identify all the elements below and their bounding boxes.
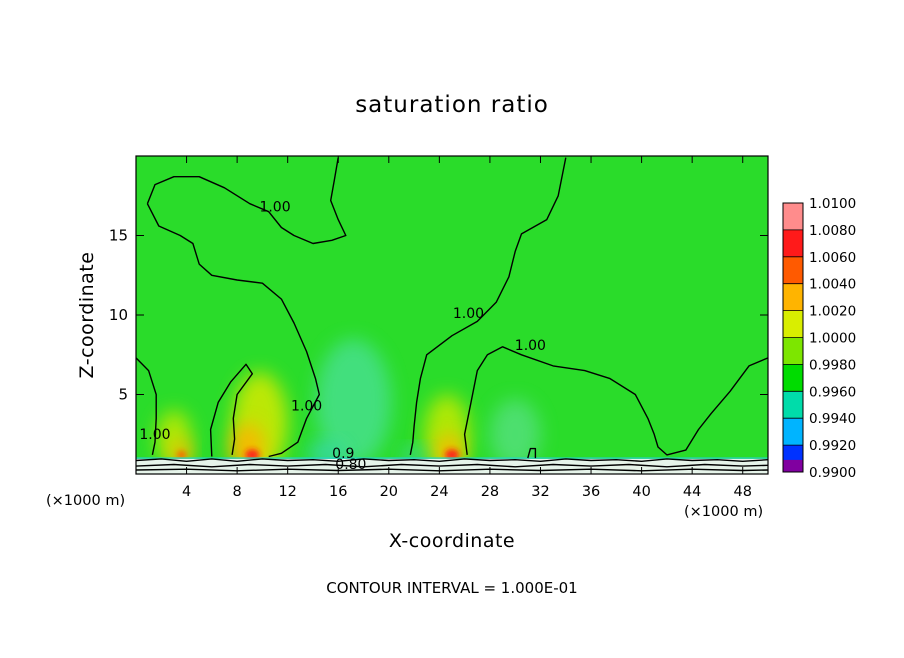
x-tick-label: 44 [683, 484, 701, 500]
x-unit-left: (×1000 m) [46, 493, 125, 509]
contour-lines [136, 157, 768, 472]
contour-interval-footer: CONTOUR INTERVAL = 1.000E-01 [326, 579, 577, 597]
x-tick-label: 28 [481, 484, 499, 500]
colorbar-legend: 1.0100 1.0080 1.0060 1.0040 1.0020 1.0000 0.99… [782, 196, 856, 481]
contour-label: 0.80 [335, 457, 366, 473]
x-tick-label: 48 [733, 484, 751, 500]
colorbar-swatch [783, 203, 803, 230]
y-tick-label: 10 [109, 306, 128, 324]
x-tick-label: 8 [233, 484, 242, 500]
x-tick-label: 36 [582, 484, 600, 500]
colorbar-swatch [783, 256, 803, 284]
colorbar-swatch [783, 229, 803, 257]
y-axis-label: Z-coordinate [76, 252, 98, 379]
x-tick-label: 24 [430, 484, 448, 500]
contour-label: 1.00 [515, 338, 546, 354]
x-axis: 4 8 12 16 20 24 28 32 36 40 44 48 [182, 156, 752, 500]
colorbar-swatch [783, 283, 803, 311]
colorbar-tick-label: 0.9960 [809, 384, 856, 400]
contour-label: 1.00 [453, 306, 484, 322]
contour-line-1 [527, 447, 537, 459]
chart-title: saturation ratio [355, 92, 549, 118]
x-tick-label: 20 [380, 484, 398, 500]
contour-label: 1.00 [259, 200, 290, 216]
contour-label: 1.00 [139, 427, 170, 443]
surface-band-edge [136, 457, 768, 459]
contour-line-1 [209, 363, 253, 457]
x-tick-label: 40 [632, 484, 650, 500]
contour-label: 0.9 [332, 446, 354, 462]
contour-line-1 [409, 157, 567, 456]
contour-line-1 [146, 157, 347, 245]
x-unit-right: (×1000 m) [684, 504, 763, 520]
y-tick-label: 15 [109, 227, 128, 245]
colorbar-tick-label: 0.9980 [809, 357, 856, 373]
colorbar-tick-label: 0.9940 [809, 411, 856, 427]
colorbar-swatch [783, 418, 803, 446]
colorbar-tick-label: 1.0060 [809, 250, 856, 266]
contour-line-1 [463, 346, 768, 456]
field-peak-region [177, 450, 186, 459]
colorbar-tick-label: 0.9900 [809, 465, 856, 481]
colorbar-tick-label: 1.0100 [809, 196, 856, 212]
contour-labels: 1.00 1.00 1.00 1.00 1.00 0.90.80 [139, 200, 546, 474]
contour-line-0-7 [136, 468, 768, 472]
x-tick-label: 16 [329, 484, 347, 500]
field-dry-region [315, 338, 392, 467]
colorbar-swatch [783, 337, 803, 365]
contour-line-1 [136, 357, 157, 456]
colorbar-tick-label: 1.0040 [809, 277, 856, 293]
colorbar-swatch [783, 459, 803, 472]
x-tick-label: 4 [182, 484, 191, 500]
x-tick-label: 12 [278, 484, 296, 500]
x-axis-label: X-coordinate [389, 530, 515, 552]
colorbar-swatch [783, 391, 803, 419]
contour-line-0-9 [136, 458, 768, 462]
contour-label: 1.00 [291, 398, 322, 414]
y-tick-label: 5 [118, 386, 128, 404]
contour-line-1 [146, 203, 320, 458]
contour-line-0-8 [136, 463, 768, 468]
x-tick-label: 32 [531, 484, 549, 500]
colorbar-tick-label: 0.9920 [809, 438, 856, 454]
colorbar-swatch [783, 364, 803, 392]
colorbar-tick-label: 1.0000 [809, 331, 856, 347]
y-axis: 5 10 15 [109, 227, 768, 404]
field-dry-region [489, 399, 541, 470]
colorbar-tick-label: 1.0020 [809, 304, 856, 320]
colorbar-tick-label: 1.0080 [809, 223, 856, 239]
colorbar-swatch [783, 310, 803, 338]
